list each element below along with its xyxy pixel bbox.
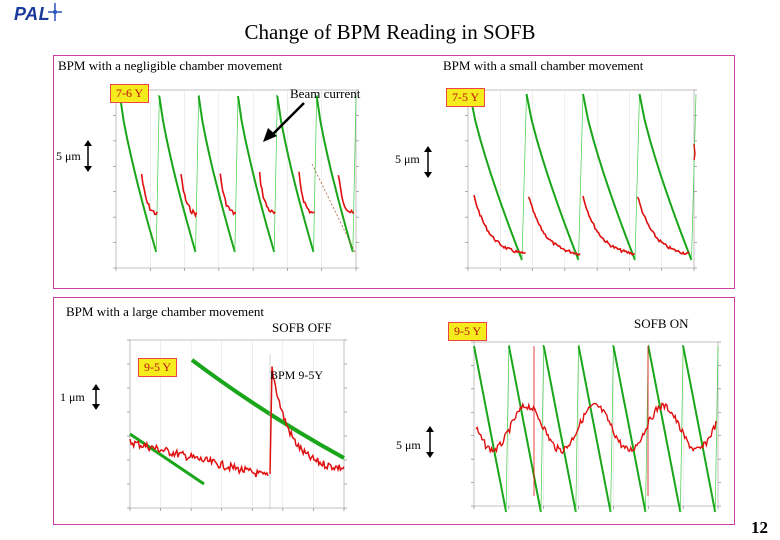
beam-refill-line: [155, 95, 160, 253]
tag-7-6y: 7-6 Y: [110, 84, 150, 103]
small-movement-caption: BPM with a small chamber movement: [443, 58, 644, 73]
beam-current-arrow-icon: [263, 102, 305, 142]
bpm-reading-line: [269, 366, 345, 475]
top-panel: BPM with a negligible chamber movement B…: [53, 55, 735, 289]
beam-current-line: [577, 345, 612, 513]
beam-current-line: [469, 93, 523, 261]
beam-refill-line: [313, 95, 318, 253]
beam-refill-line: [505, 345, 510, 513]
beam-current-line: [612, 345, 647, 513]
bpm-reading-line: [129, 438, 269, 478]
beam-current-line: [647, 345, 682, 513]
bpm-reading-line: [473, 194, 526, 254]
beam-current-line: [582, 93, 636, 261]
beam-refill-line: [691, 93, 697, 261]
pal-logo-text: PAL: [14, 4, 51, 24]
bpm-reading-line: [298, 171, 315, 215]
bpm-reading-line: [140, 173, 158, 216]
beam-refill-line: [578, 93, 584, 261]
beam-refill-line: [680, 345, 684, 513]
beam-current-line: [276, 95, 315, 253]
scale-bottom-left-label: 1 μm: [60, 390, 85, 404]
bpm-reading-line: [180, 173, 198, 219]
logo-star-icon: [48, 3, 62, 21]
beam-current-line: [129, 432, 205, 486]
beam-current-label: Beam current: [290, 86, 361, 101]
scale-right-label: 5 μm: [395, 152, 420, 166]
plot-frame: [473, 341, 719, 507]
bpm-reading-line: [527, 196, 581, 256]
beam-refill-line: [634, 93, 640, 261]
beam-current-line: [190, 358, 345, 460]
beam-current-line: [158, 95, 197, 253]
bpm-reading-line: [582, 195, 635, 256]
tag-9-5y-left: 9-5 Y: [138, 358, 178, 377]
bpm-reading-line: [219, 173, 237, 216]
beam-current-line: [473, 345, 508, 513]
bpm-reading-line: [636, 196, 690, 256]
sofb-on-label: SOFB ON: [634, 316, 689, 331]
tag-7-5y: 7-5 Y: [446, 88, 486, 107]
scale-bottom-right-icon: [426, 426, 434, 458]
plot-9-5y-sofb-on: [426, 336, 728, 520]
plot-frame: [115, 89, 357, 269]
bpm-9-5y-label: BPM 9-5Y: [270, 368, 324, 382]
plot-7-5y-svg: [465, 89, 697, 271]
scale-left-icon: [84, 140, 92, 172]
beam-refill-line: [234, 95, 239, 253]
plot-7-6y-svg: [113, 89, 359, 271]
pal-logo: PAL: [6, 2, 66, 24]
beam-current-line: [681, 345, 717, 513]
beam-refill-line: [352, 95, 357, 253]
sofb-off-label: SOFB OFF: [272, 320, 332, 335]
bpm-reading-line: [337, 175, 355, 214]
beam-refill-line: [575, 345, 579, 513]
beam-current-line: [638, 93, 693, 261]
scale-bottom-left-icon: [92, 384, 100, 410]
tag-9-5y-right: 9-5 Y: [448, 322, 488, 341]
beam-current-line: [197, 95, 236, 253]
plot-7-5y: [424, 84, 724, 284]
scale-right-icon: [424, 146, 432, 178]
negligible-movement-caption: BPM with a negligible chamber movement: [58, 58, 283, 73]
beam-current-line: [507, 345, 542, 513]
large-movement-caption: BPM with a large chamber movement: [66, 304, 264, 319]
beam-current-line: [237, 95, 276, 253]
beam-refill-line: [195, 95, 200, 253]
scale-bottom-right-label: 5 μm: [396, 438, 421, 452]
scale-left-label: 5 μm: [56, 149, 81, 163]
plot-7-6y: [94, 84, 390, 284]
bpm-reading-line: [475, 402, 717, 455]
plot-frame: [129, 339, 345, 509]
beam-refill-line: [273, 95, 278, 253]
beam-drop-line: [311, 163, 357, 255]
bpm-reading-line: [258, 171, 276, 215]
page-title: Change of BPM Reading in SOFB: [244, 20, 536, 44]
beam-current-line: [119, 95, 158, 253]
plot-9-5y-sofb-off-svg: [127, 339, 347, 511]
beam-refill-line: [521, 93, 527, 261]
beam-current-line: [542, 345, 577, 513]
beam-current-line: [315, 95, 354, 253]
beam-refill-line: [714, 345, 719, 513]
bottom-panel: BPM with a large chamber movement SOFB O…: [53, 297, 735, 525]
bpm-spike-line: [693, 143, 696, 161]
beam-current-line: [525, 93, 580, 261]
plot-9-5y-sofb-on-svg: [471, 341, 721, 513]
page-number: 12: [751, 518, 768, 537]
